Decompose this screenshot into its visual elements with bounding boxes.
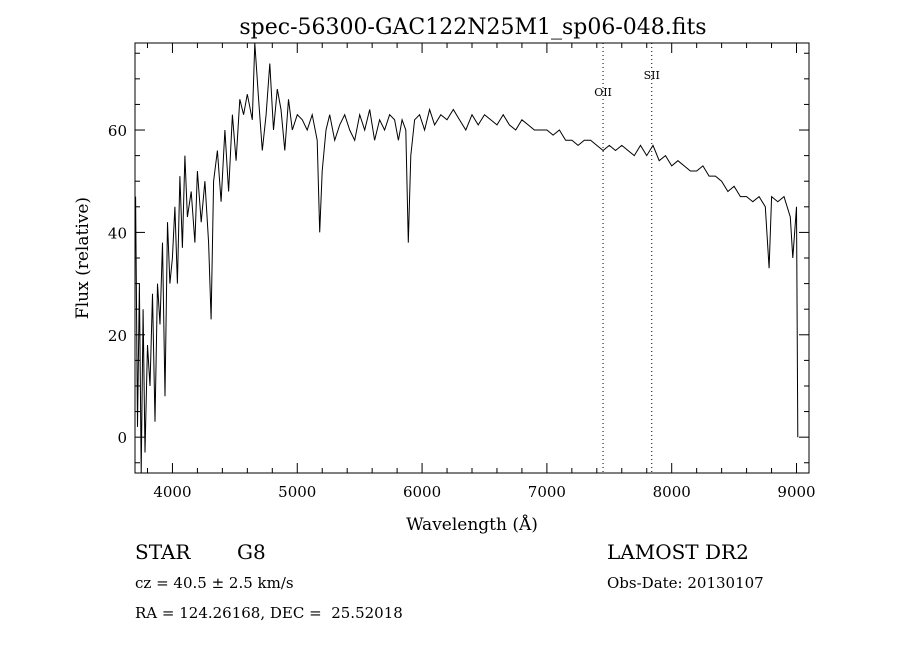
plot-frame <box>134 42 810 474</box>
x-tick-label: 5000 <box>278 483 316 501</box>
redshift-readout: cz = 40.5 ± 2.5 km/s <box>135 574 294 592</box>
y-tick-label: 20 <box>108 327 127 345</box>
reference-lines: OII SII <box>594 43 660 473</box>
x-tick-label: 6000 <box>403 483 441 501</box>
y-tick-label: 60 <box>108 122 127 140</box>
x-tick-label: 9000 <box>777 483 815 501</box>
object-subclass: G8 <box>237 540 266 564</box>
object-type: STAR <box>135 540 191 564</box>
x-tick-label: 8000 <box>653 483 691 501</box>
observation-date: Obs-Date: 20130107 <box>607 574 764 592</box>
y-tick-label: 40 <box>108 224 127 242</box>
survey-name: LAMOST DR2 <box>607 540 749 564</box>
spectrum-line <box>135 42 799 474</box>
spectrum-chart: spec-56300-GAC122N25M1_sp06-048.fits 400… <box>73 15 816 535</box>
coordinates-readout: RA = 124.26168, DEC = 25.52018 <box>135 604 403 622</box>
y-tick-label: 0 <box>117 429 127 447</box>
reference-line-label: OII <box>594 86 612 99</box>
x-tick-label: 7000 <box>528 483 566 501</box>
axis-tick-labels: 4000 5000 6000 7000 8000 9000 0 20 40 60 <box>108 122 816 501</box>
chart-title: spec-56300-GAC122N25M1_sp06-048.fits <box>239 15 706 40</box>
y-axis-label: Flux (relative) <box>73 197 93 319</box>
x-tick-label: 4000 <box>153 483 191 501</box>
x-axis-label: Wavelength (Å) <box>406 514 538 535</box>
reference-line-label: SII <box>644 69 660 82</box>
axis-ticks <box>135 43 809 473</box>
